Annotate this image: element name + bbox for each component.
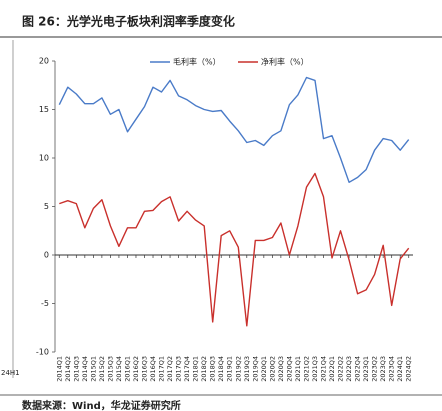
x-tick-label: 2021Q2 [302, 356, 310, 382]
x-tick-label: 2020Q1 [260, 356, 268, 382]
x-tick-label: 2022Q4 [354, 356, 362, 382]
y-tick-label: -5 [41, 299, 49, 308]
y-tick-label: 15 [39, 105, 49, 114]
x-tick-label: 2023Q3 [379, 356, 387, 382]
series-line [59, 172, 410, 327]
x-tick-label: 2020Q2 [268, 356, 276, 382]
x-tick-label: 2016Q2 [132, 356, 140, 382]
x-tick-label: 2023Q2 [371, 356, 379, 382]
fragment-label: 24H1 [1, 369, 20, 377]
x-tick-label: 2024Q1 [396, 356, 404, 382]
x-tick-label: 2019Q1 [226, 356, 234, 382]
x-tick-label: 2022Q1 [328, 356, 336, 382]
x-tick-label: 2020Q3 [277, 356, 285, 382]
x-tick-label: 2020Q4 [285, 356, 293, 382]
y-tick-label: 5 [44, 202, 49, 211]
x-tick-label: 2019Q3 [243, 356, 251, 382]
x-tick-label: 2016Q1 [123, 356, 131, 382]
series-line [58, 76, 410, 183]
x-tick-label: 2015Q2 [98, 356, 106, 382]
x-tick-label: 2014Q2 [64, 356, 72, 382]
y-tick-label: 0 [44, 251, 49, 260]
x-tick-label: 2022Q3 [345, 356, 353, 382]
legend-label: 净利率（%） [261, 57, 309, 67]
x-tick-label: 2015Q3 [106, 356, 114, 382]
x-tick-label: 2017Q2 [166, 356, 174, 382]
x-tick-label: 2018Q2 [200, 356, 208, 382]
x-tick-label: 2019Q4 [251, 356, 259, 382]
y-tick-label: 20 [39, 57, 49, 66]
x-tick-label: 2017Q3 [175, 356, 183, 382]
x-tick-label: 2018Q4 [217, 356, 225, 382]
x-tick-label: 2023Q4 [388, 356, 396, 382]
x-tick-label: 2021Q3 [311, 356, 319, 382]
x-tick-label: 2021Q1 [294, 356, 302, 382]
y-tick-label: -10 [36, 348, 49, 357]
chart-title: 图 26：光学光电子板块利润率季度变化 [22, 14, 235, 29]
x-tick-label: 2017Q1 [158, 356, 166, 382]
x-tick-label: 2021Q4 [320, 356, 328, 382]
x-tick-label: 2015Q4 [115, 356, 123, 382]
x-tick-label: 2019Q2 [234, 356, 242, 382]
x-tick-label: 2018Q1 [192, 356, 200, 382]
x-tick-label: 2022Q2 [337, 356, 345, 382]
x-tick-label: 2014Q1 [55, 356, 63, 382]
x-tick-label: 2015Q1 [89, 356, 97, 382]
x-tick-label: 2024Q2 [405, 356, 413, 382]
legend-label: 毛利率（%） [173, 57, 221, 67]
x-tick-label: 2018Q3 [209, 356, 217, 382]
x-tick-label: 2023Q1 [362, 356, 370, 382]
y-tick-label: 10 [39, 154, 49, 163]
x-tick-label: 2014Q4 [81, 356, 89, 382]
x-tick-label: 2016Q3 [141, 356, 149, 382]
x-tick-label: 2017Q4 [183, 356, 191, 382]
x-tick-label: 2014Q3 [72, 356, 80, 382]
x-tick-label: 2016Q4 [149, 356, 157, 382]
source: 数据来源：Wind，华龙证券研究所 [22, 399, 181, 411]
